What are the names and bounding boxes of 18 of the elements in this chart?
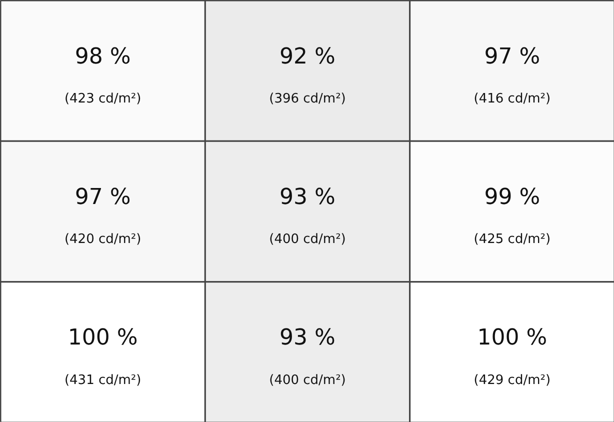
data-label: 93 %: [280, 184, 336, 210]
annotation: (429 cd/m²): [474, 372, 551, 388]
data-label: 99 %: [484, 184, 540, 210]
annotation: (396 cd/m²): [269, 91, 346, 106]
data-label: 97 %: [484, 44, 540, 70]
annotation: (425 cd/m²): [474, 232, 551, 248]
data-label: 93 %: [280, 326, 336, 351]
annotation: (423 cd/m²): [64, 91, 142, 106]
annotation: (400 cd/m²): [269, 232, 346, 248]
data-label: 98 %: [74, 44, 131, 70]
annotation: (416 cd/m²): [474, 91, 551, 106]
data-label: 97 %: [74, 184, 131, 210]
data-label: 100 %: [68, 326, 138, 351]
annotation: (431 cd/m²): [64, 372, 142, 388]
annotation: (400 cd/m²): [269, 372, 346, 388]
data-label: 100 %: [477, 326, 548, 351]
data-label: 92 %: [280, 44, 336, 70]
annotation: (420 cd/m²): [64, 232, 142, 248]
